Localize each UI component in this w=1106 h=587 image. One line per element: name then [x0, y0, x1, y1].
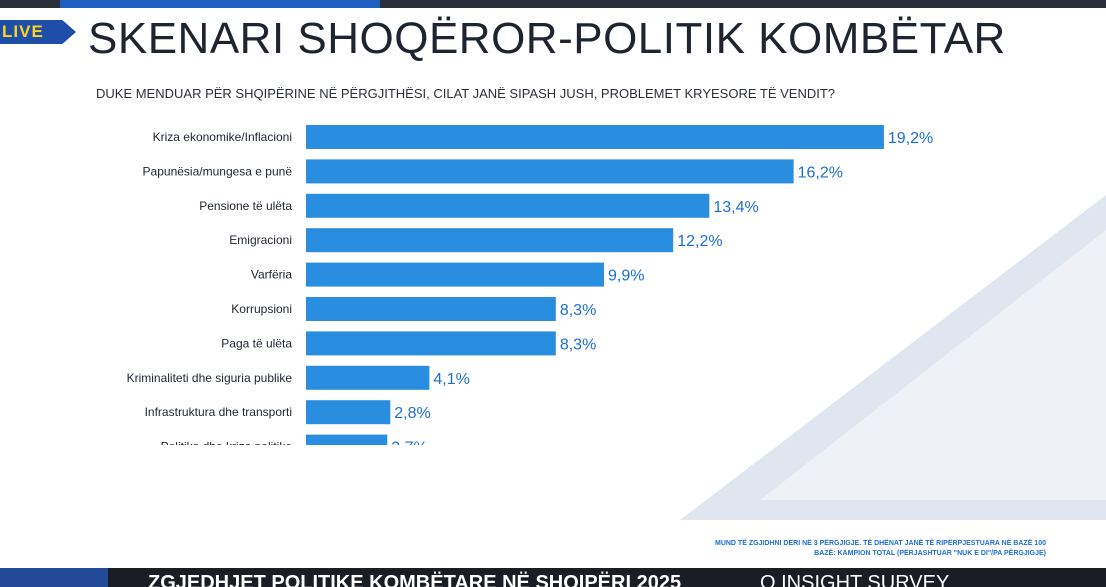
top-bar-accent — [60, 0, 380, 8]
value-label: 8,3% — [560, 302, 596, 319]
footnote-line-2: BAZË: KAMPION TOTAL (PËRJASHTUAR "NUK E … — [814, 550, 1046, 557]
value-label: 13,4% — [713, 199, 758, 216]
footnote-line-1: MUND TË ZGJIDHNI DERI NË 3 PËRGJIGJE. TË… — [714, 540, 1046, 547]
bar-chart: Kriza ekonomike/Inflacioni 19,2% Papunësia… — [127, 125, 933, 445]
bar — [306, 331, 556, 356]
value-label: 4,1% — [433, 371, 469, 388]
value-label: 2,7% — [391, 440, 427, 445]
category-label: Infrastruktura dhe transporti — [145, 405, 292, 419]
category-label: Kriminaliteti dhe siguria publike — [127, 371, 293, 385]
bar — [306, 125, 884, 149]
bar — [306, 228, 674, 253]
footer-brand: O INSIGHT SURVEY — [760, 572, 950, 587]
bar — [306, 297, 556, 321]
footer-title: ZGJEDHJET POLITIKE KOMBËTARE NË SHQIPËRI… — [148, 572, 682, 587]
live-badge: LIVE — [0, 20, 76, 44]
value-label: 2,8% — [394, 405, 430, 422]
category-label: Varfëria — [251, 268, 292, 282]
chart-subtitle: DUKE MENDUAR PËR SHQIPËRINE NË PËRGJITHË… — [96, 86, 836, 101]
bar — [306, 365, 430, 390]
value-label: 8,3% — [560, 336, 596, 353]
bar — [306, 159, 794, 184]
category-label: Emigracioni — [229, 233, 292, 247]
chart-title: SKENARI SHOQËROR-POLITIK KOMBËTAR — [88, 14, 1006, 63]
footnote: MUND TË ZGJIDHNI DERI NË 3 PËRGJIGJE. TË… — [660, 539, 1046, 559]
category-label: Paga të ulëta — [221, 336, 292, 350]
value-label: 16,2% — [798, 164, 843, 181]
category-label: Kriza ekonomike/Inflacioni — [153, 130, 292, 144]
bar — [306, 193, 710, 218]
top-bar — [0, 0, 1106, 8]
category-label: Politika dhe kriza politike — [161, 440, 293, 445]
bar — [306, 400, 391, 425]
value-label: 12,2% — [677, 233, 722, 250]
category-label: Korrupsioni — [231, 302, 292, 316]
footer-bar: ZGJEDHJET POLITIKE KOMBËTARE NË SHQIPËRI… — [0, 568, 1106, 587]
bar — [306, 434, 388, 445]
category-label: Papunësia/mungesa e punë — [143, 164, 293, 178]
value-label: 9,9% — [608, 268, 644, 285]
bar — [306, 262, 604, 287]
footer-logo — [0, 568, 108, 587]
category-label: Pensione të ulëta — [199, 199, 292, 213]
value-label: 19,2% — [888, 130, 933, 147]
